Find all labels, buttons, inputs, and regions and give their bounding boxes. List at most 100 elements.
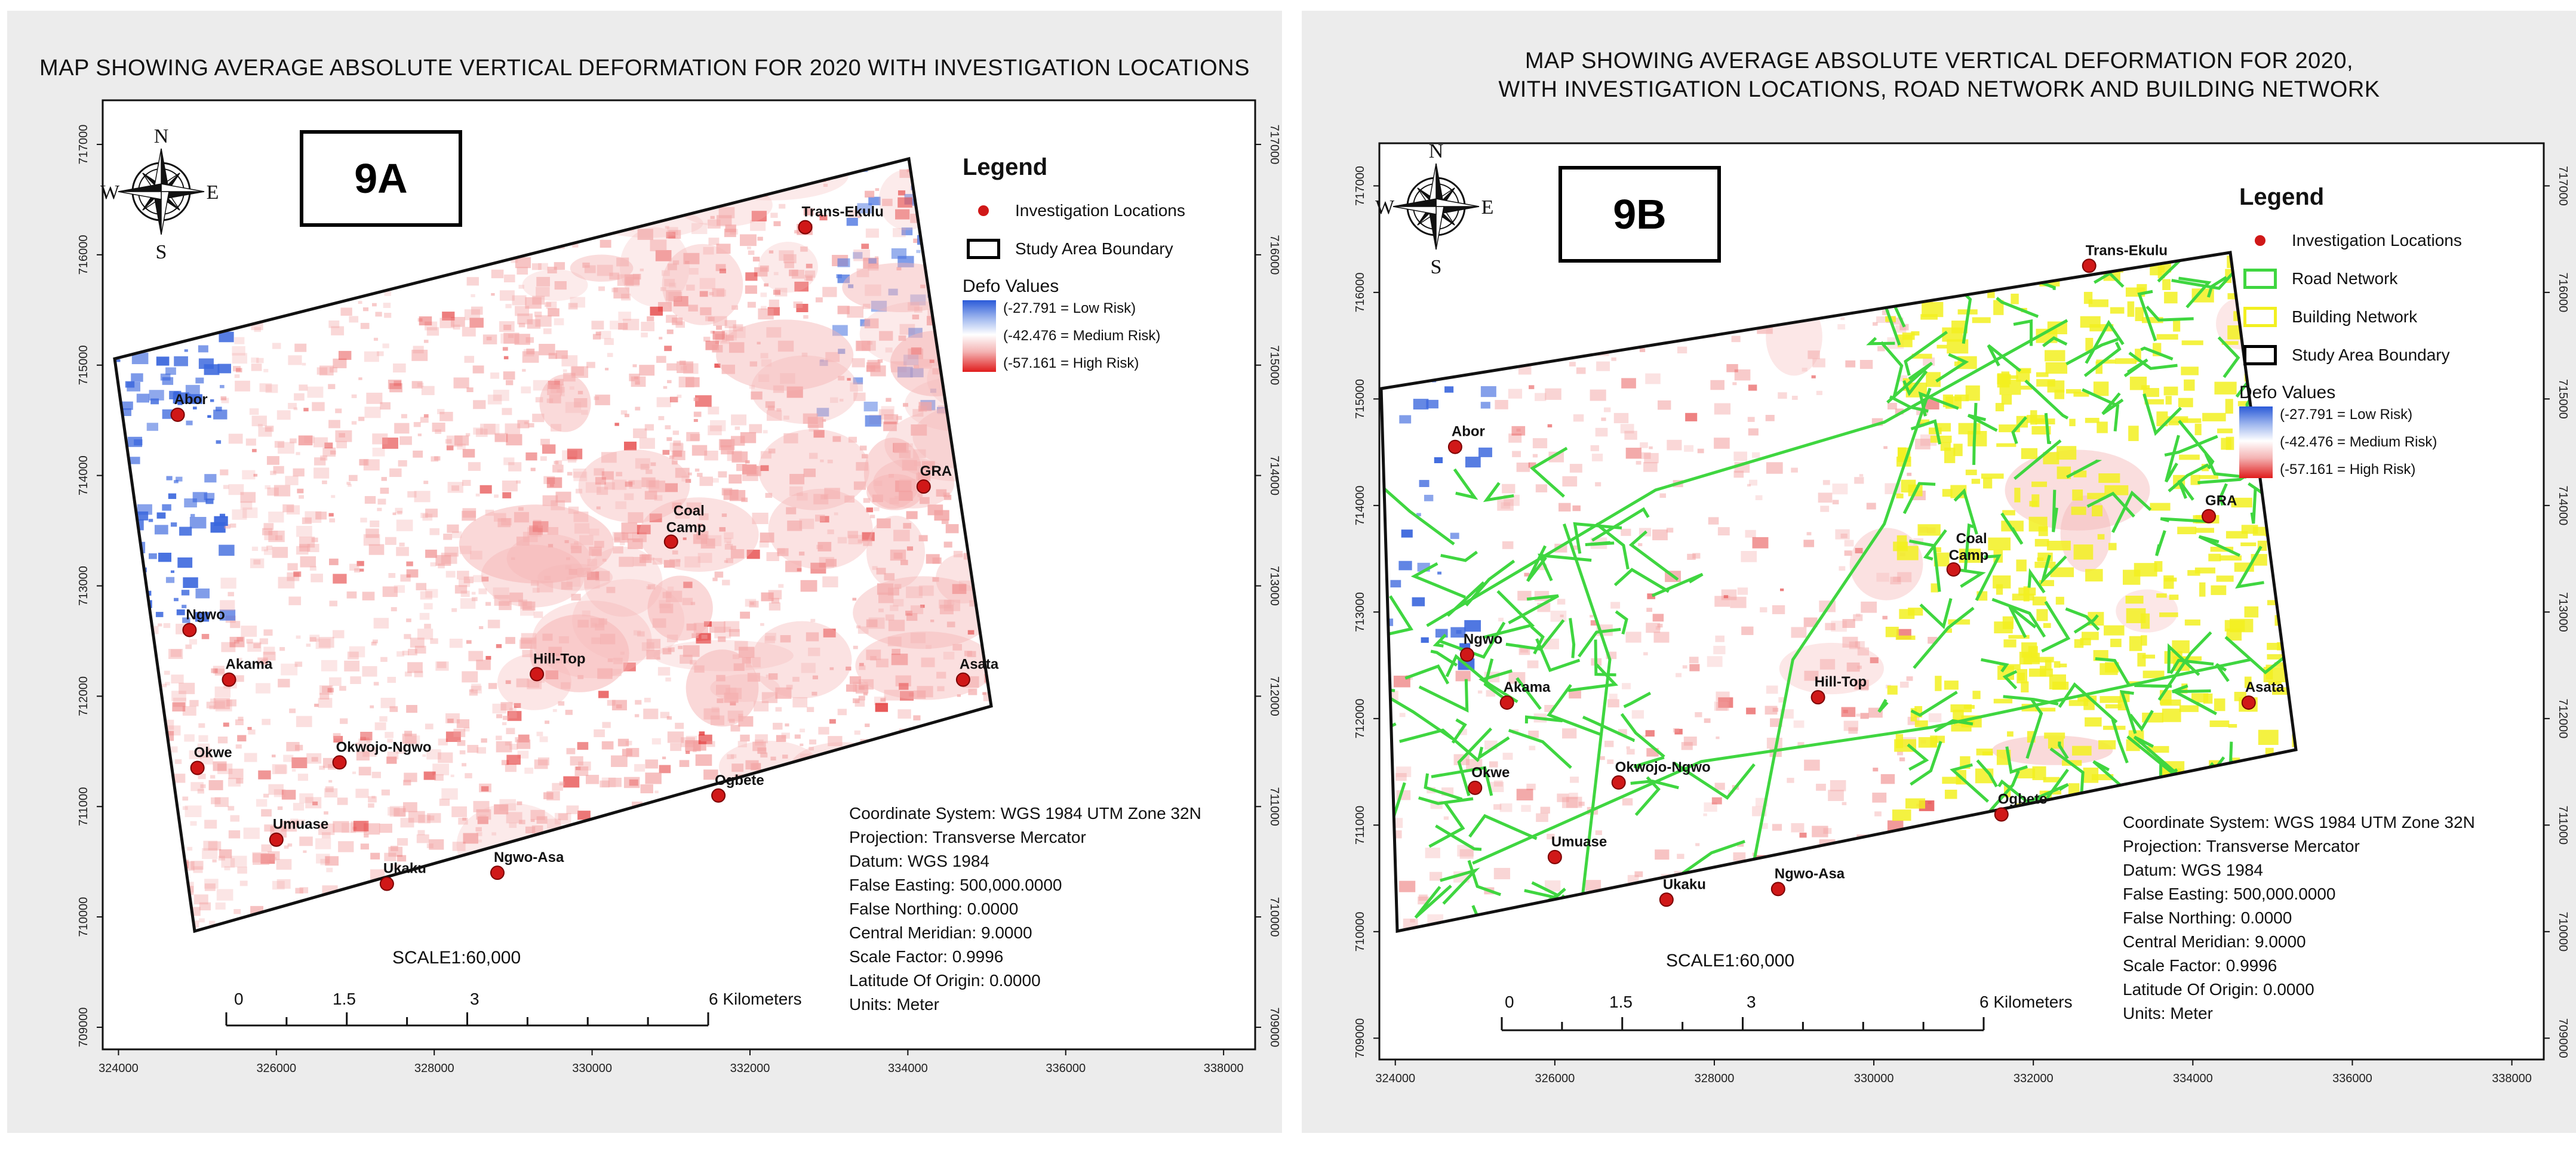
deformation-cell — [685, 479, 691, 483]
deformation-cell — [338, 350, 352, 360]
deformation-cell — [818, 726, 829, 735]
deformation-cell — [800, 246, 808, 252]
deformation-cell — [158, 552, 171, 562]
deformation-cell — [798, 552, 805, 556]
deformation-cell — [162, 377, 174, 385]
building-footprint — [2195, 528, 2214, 533]
deformation-cell — [537, 757, 550, 766]
deformation-cell — [228, 806, 235, 811]
deformation-cell — [166, 476, 173, 481]
deformation-cell — [641, 322, 655, 331]
deformation-cell — [669, 282, 677, 288]
deformation-cell — [1874, 811, 1882, 817]
deformation-cell — [1548, 451, 1564, 463]
y-tick-label: 713000 — [1268, 566, 1281, 606]
deformation-zone — [758, 429, 870, 510]
deformation-cell — [1621, 528, 1631, 536]
deformation-cell — [1714, 596, 1730, 607]
road-swatch-icon — [2243, 269, 2277, 289]
deformation-cell — [1646, 608, 1652, 612]
building-footprint — [1930, 435, 1952, 443]
deformation-cell — [1803, 540, 1815, 547]
map-canvas-9a: 324000 326000 328000 330000 332000 334000 3360… — [77, 99, 1281, 1075]
deformation-cell — [815, 297, 823, 303]
deformation-cell — [1752, 537, 1769, 549]
road-segment — [2169, 658, 2214, 674]
deformation-cell — [810, 618, 816, 623]
deformation-cell — [861, 244, 869, 250]
deformation-cell — [532, 587, 540, 593]
building-footprint — [2057, 446, 2077, 460]
deformation-cell — [241, 626, 257, 637]
deformation-cell — [846, 684, 857, 692]
road-segment — [2013, 319, 2033, 346]
road-segment — [2172, 684, 2211, 694]
deformation-cell — [691, 445, 708, 456]
deformation-cell — [291, 769, 296, 772]
deformation-cell — [424, 624, 431, 629]
deformation-cell — [764, 283, 769, 287]
deformation-cell — [784, 261, 794, 269]
building-footprint — [2039, 580, 2054, 586]
deformation-cell — [838, 349, 846, 354]
deformation-cell — [253, 473, 258, 477]
deformation-cell — [1841, 707, 1856, 717]
building-footprint — [2031, 657, 2054, 663]
deformation-cell — [708, 406, 720, 415]
deformation-cell — [183, 577, 198, 589]
road-segment — [2157, 631, 2212, 701]
legend-item-study-area-boundary: Study Area Boundary — [963, 230, 1185, 268]
building-footprint — [2167, 416, 2188, 423]
deformation-cell — [370, 520, 380, 528]
deformation-cell — [853, 481, 866, 490]
deformation-cell — [899, 691, 914, 701]
building-footprint — [2044, 732, 2065, 739]
deformation-cell — [447, 718, 454, 723]
deformation-cell — [1723, 595, 1729, 599]
deformation-cell — [759, 541, 769, 548]
deformation-cell — [900, 655, 907, 660]
deformation-cell — [586, 775, 600, 784]
deformation-cell — [803, 468, 816, 478]
deformation-cell — [339, 686, 346, 691]
deformation-cell — [276, 410, 291, 420]
deformation-cell — [570, 297, 586, 308]
deformation-cell — [847, 378, 851, 381]
deformation-cell — [1854, 679, 1869, 690]
building-footprint — [2165, 396, 2172, 405]
deformation-cell — [192, 406, 197, 409]
deformation-cell — [727, 754, 734, 760]
deformation-cell — [190, 514, 195, 518]
deformation-zone — [530, 614, 629, 692]
deformation-cell — [768, 448, 776, 454]
building-footprint — [2128, 730, 2144, 741]
deformation-cell — [747, 246, 751, 250]
deformation-cell — [163, 623, 171, 629]
deformation-cell — [352, 771, 356, 774]
deformation-cell — [333, 733, 341, 739]
deformation-cell — [173, 392, 189, 404]
legend-label: Building Network — [2292, 307, 2418, 326]
y-tick-label: 714000 — [2556, 485, 2569, 525]
deformation-cell — [1778, 697, 1787, 703]
deformation-cell — [443, 534, 453, 540]
location-label: Ngwo — [186, 606, 225, 623]
deformation-cell — [1652, 529, 1668, 541]
deformation-cell — [1528, 462, 1536, 468]
road-segment — [2058, 741, 2069, 760]
deformation-cell — [782, 754, 788, 759]
deformation-cell — [1643, 652, 1648, 655]
deformation-cell — [1822, 480, 1830, 485]
deformation-cell — [1646, 623, 1661, 633]
deformation-cell — [359, 568, 364, 572]
deformation-cell — [1807, 350, 1820, 359]
deformation-cell — [700, 307, 712, 316]
deformation-cell — [797, 568, 802, 572]
deformation-cell — [362, 592, 375, 600]
deformation-cell — [1532, 438, 1548, 449]
deformation-cell — [1713, 645, 1726, 655]
building-footprint — [1908, 607, 1923, 616]
deformation-cell — [384, 291, 392, 296]
deformation-cell — [441, 552, 457, 564]
y-tick-label: 715000 — [77, 345, 90, 385]
